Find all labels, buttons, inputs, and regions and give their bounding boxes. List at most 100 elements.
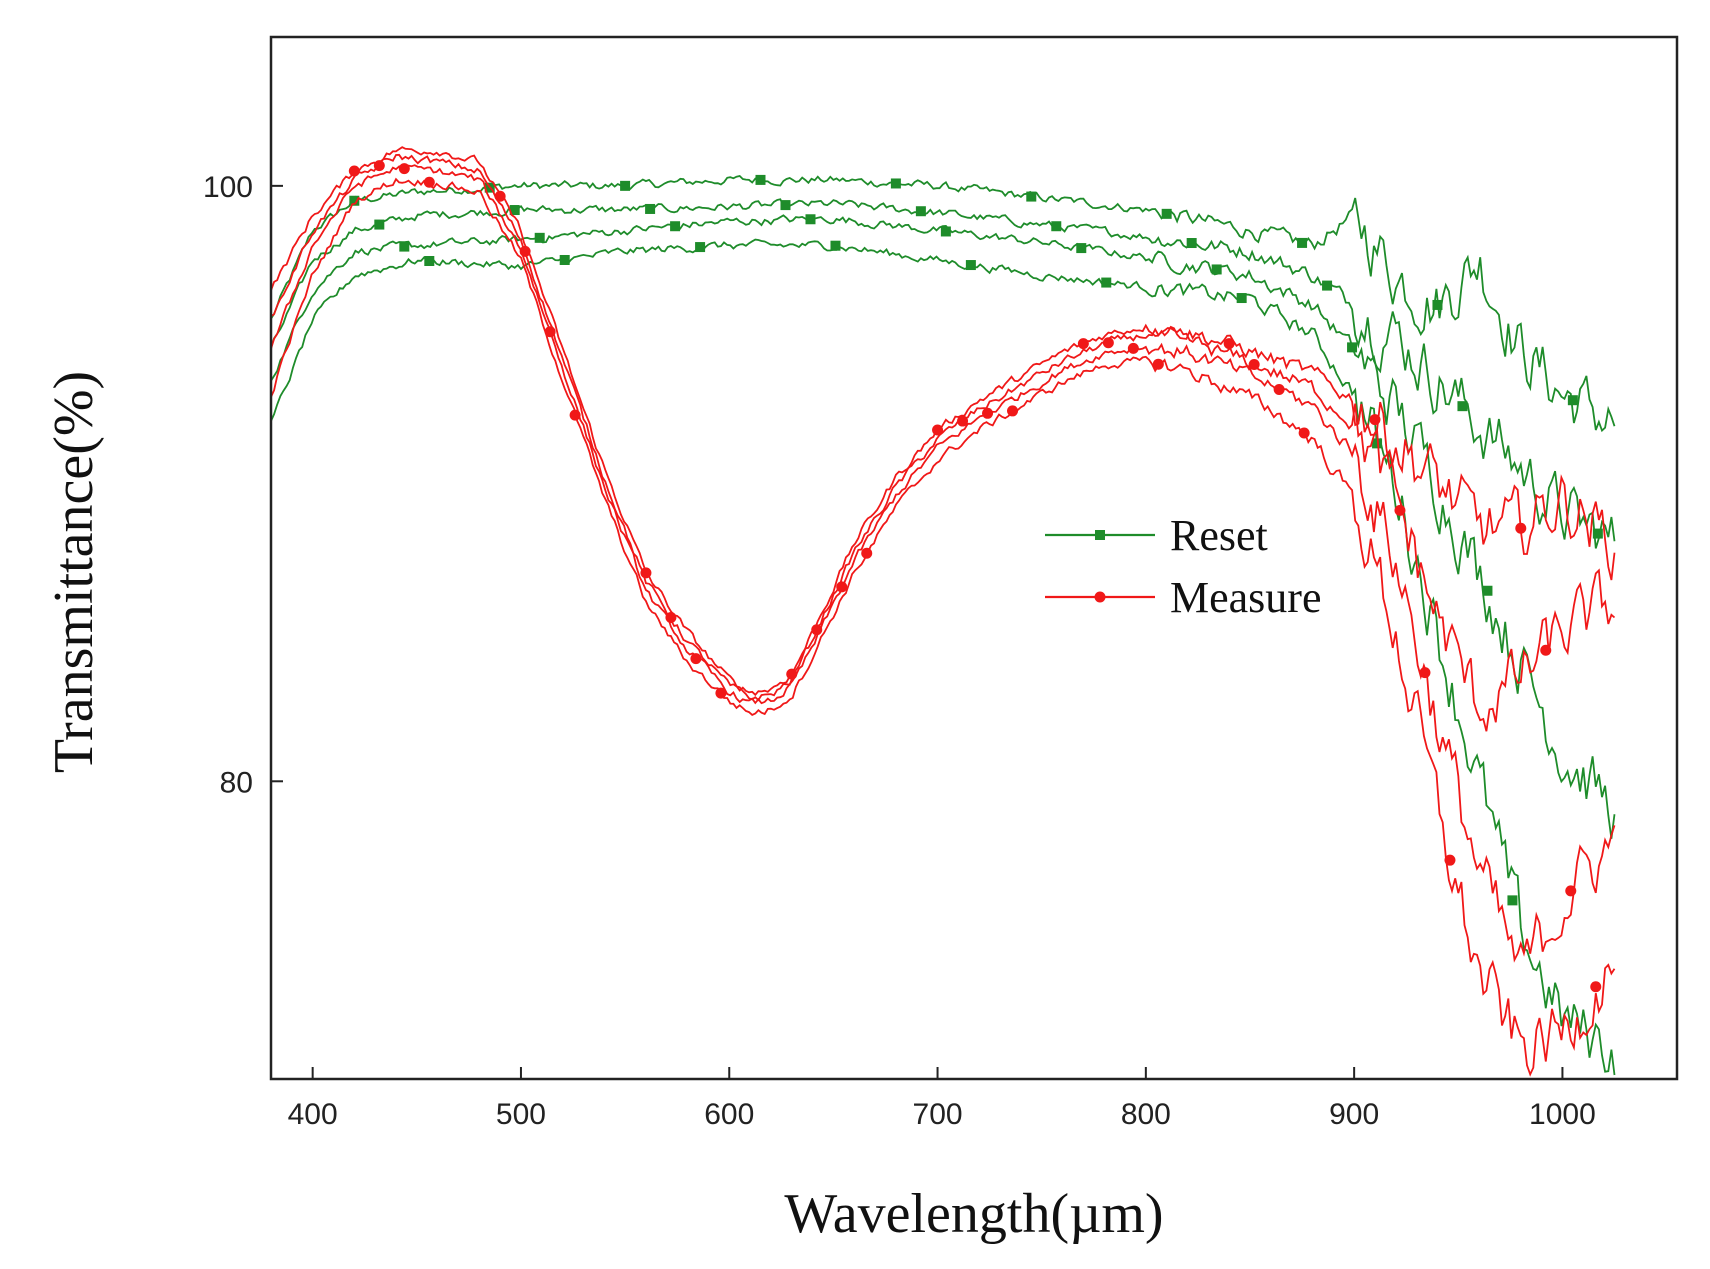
x-tick-label-600: 600 — [704, 1098, 754, 1131]
series-reset-curve-2 — [271, 198, 1616, 549]
series-reset-marker — [1076, 243, 1087, 254]
series-reset-marker — [965, 260, 976, 271]
plot-frame — [269, 35, 1679, 1081]
series-reset-marker — [890, 178, 901, 189]
legend-label-measure: Measure — [1170, 573, 1322, 622]
series-reset-marker — [1507, 895, 1518, 906]
series-measure-marker — [665, 612, 677, 624]
series-reset-marker — [1161, 208, 1172, 219]
x-tick-label-1000: 1000 — [1529, 1098, 1596, 1131]
series-reset-marker — [915, 206, 926, 217]
series-reset-marker — [1051, 221, 1062, 232]
legend: Reset Measure — [1045, 511, 1322, 622]
series-reset-marker — [509, 205, 520, 216]
series-reset-marker — [620, 180, 631, 191]
series-measure-curve-4 — [271, 177, 1616, 1077]
y-tick-label-100: 100 — [203, 171, 253, 204]
x-axis-title: Wavelength(µm) — [784, 1183, 1163, 1245]
series-reset-marker — [1236, 293, 1247, 304]
series-measure-marker — [1298, 427, 1310, 439]
series-measure-marker — [861, 547, 873, 559]
series-reset-marker — [1026, 191, 1037, 202]
series-measure-marker — [1152, 358, 1164, 370]
series-reset-marker — [424, 256, 435, 267]
series-measure-marker — [373, 160, 385, 172]
series-measure-curve-2 — [271, 153, 1616, 732]
series-reset-marker — [805, 214, 816, 225]
series-reset-curve-4 — [271, 238, 1616, 1076]
series-measure-marker — [1077, 338, 1089, 350]
series-measure-marker — [1590, 981, 1602, 993]
series-measure-marker — [690, 653, 702, 665]
series-measure-marker — [1248, 358, 1260, 370]
series-reset-marker — [940, 226, 951, 237]
series-measure-marker — [715, 687, 727, 699]
series-reset-marker — [1297, 237, 1308, 248]
series-reset-marker — [670, 221, 681, 232]
series-reset-marker — [645, 203, 656, 214]
series-measure-marker — [1419, 667, 1431, 679]
legend-item-measure: Measure — [1045, 573, 1322, 622]
series-reset-marker — [1432, 299, 1443, 310]
series-measure-marker — [569, 409, 581, 421]
series-reset-marker — [1322, 280, 1333, 291]
series-measure — [271, 146, 1616, 1077]
series-reset-marker — [1592, 528, 1603, 539]
legend-marker-reset — [1095, 530, 1105, 540]
legend-label-reset: Reset — [1170, 511, 1268, 560]
series-measure-marker — [957, 415, 969, 427]
series-measure-marker — [348, 165, 360, 177]
series-measure-curve-3 — [271, 164, 1616, 963]
series-measure-marker — [423, 176, 435, 188]
series-measure-marker — [1102, 337, 1114, 349]
series-reset-marker — [1567, 395, 1578, 406]
series-measure-marker — [1394, 504, 1406, 516]
y-tick-label-80: 80 — [220, 766, 253, 799]
series-reset-marker — [1482, 585, 1493, 596]
series-reset-marker — [534, 232, 545, 243]
axes-layer: 400 500 600 700 800 900 1000 80 100 — [203, 171, 1596, 1131]
x-tick-label-500: 500 — [496, 1098, 546, 1131]
series-reset-marker — [1186, 238, 1197, 249]
series-measure-curve-1 — [271, 146, 1616, 697]
series-reset-marker — [1372, 438, 1383, 449]
x-tick-label-900: 900 — [1329, 1098, 1379, 1131]
series-measure-marker — [1007, 405, 1019, 417]
series-measure-marker — [932, 424, 944, 436]
series-measure-marker — [1127, 342, 1139, 354]
legend-item-reset: Reset — [1045, 511, 1268, 560]
series-reset-marker — [780, 200, 791, 211]
series-measure-marker — [1444, 854, 1456, 866]
x-tick-label-400: 400 — [288, 1098, 338, 1131]
series-measure-marker — [811, 624, 823, 636]
series-reset-curve-3 — [271, 214, 1616, 839]
series-reset-marker — [559, 254, 570, 265]
series-measure-marker — [544, 326, 556, 338]
series-reset-marker — [695, 242, 706, 253]
series-measure-marker — [982, 407, 994, 419]
series-measure-marker — [1515, 522, 1527, 534]
series-reset-marker — [755, 174, 766, 185]
series-reset-marker — [1101, 277, 1112, 288]
series-reset-marker — [349, 195, 360, 206]
series-measure-marker — [836, 581, 848, 593]
series-measure-marker — [398, 163, 410, 175]
series-measure-marker — [1565, 885, 1577, 897]
series-measure-marker — [1223, 338, 1235, 350]
series-measure-marker — [1369, 414, 1381, 426]
series-reset-marker — [374, 219, 385, 230]
series-reset-marker — [399, 241, 410, 252]
series-reset-marker — [1211, 264, 1222, 275]
legend-marker-measure — [1094, 591, 1106, 603]
y-axis-title: Transmittance(%) — [43, 371, 105, 773]
series-layer — [271, 146, 1616, 1077]
series-reset-marker — [1347, 342, 1358, 353]
series-reset-marker — [1457, 401, 1468, 412]
series-measure-marker — [1273, 383, 1285, 395]
series-measure-marker — [1540, 644, 1552, 656]
series-reset-marker — [830, 240, 841, 251]
x-tick-label-800: 800 — [1121, 1098, 1171, 1131]
x-tick-label-700: 700 — [913, 1098, 963, 1131]
